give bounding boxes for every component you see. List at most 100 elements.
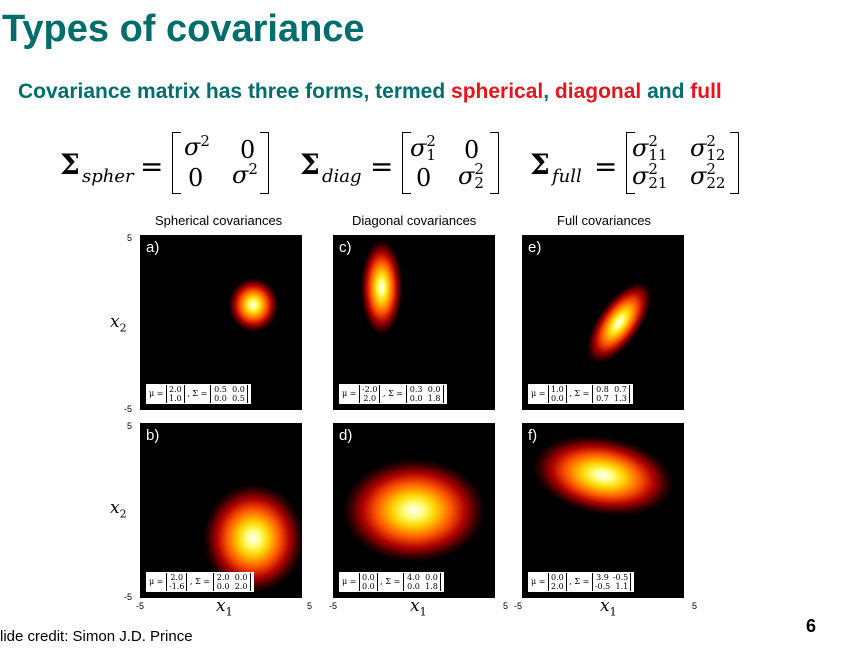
sigma-symbol: Σ = bbox=[574, 577, 592, 586]
gaussian-density bbox=[532, 435, 674, 516]
sigma-symbol: Σ = bbox=[192, 389, 210, 398]
sigma-row: 0.7 1.3 bbox=[595, 394, 627, 403]
sigma-symbol: Σ bbox=[530, 148, 550, 181]
sigma-row: 2.0 0.0 bbox=[216, 573, 248, 582]
sigma-symbol: Σ bbox=[60, 148, 80, 181]
sigma-value: 0.0 bbox=[216, 582, 230, 591]
sigma-value: 2.0 bbox=[234, 582, 248, 591]
sigma-value: 0.0 bbox=[234, 573, 248, 582]
sigma-matrix: 0.3 0.0 0.0 1.8 bbox=[405, 385, 444, 403]
x-tick-max-col1: 5 bbox=[307, 601, 313, 611]
sigma-matrix: 2.0 0.0 0.0 2.0 bbox=[212, 573, 251, 591]
page-number: 6 bbox=[806, 616, 817, 636]
sigma-matrix: 3.9 -0.5 -0.5 1.1 bbox=[591, 573, 632, 591]
matrix-cell-22: σ2 2 bbox=[458, 159, 484, 192]
sigma-matrix: 4.0 0.0 0.0 1.8 bbox=[402, 573, 441, 591]
sigma-symbol: Σ = bbox=[385, 577, 403, 586]
caption-separator: , bbox=[184, 389, 193, 398]
gaussian-plot bbox=[342, 458, 486, 563]
equals-sign: = bbox=[370, 150, 394, 183]
matrix-cell-11: σ2 11 bbox=[632, 131, 668, 164]
matrix-cell-12: 0 bbox=[464, 136, 480, 164]
sigma-value: 0.0 bbox=[409, 394, 423, 403]
mu-value: 1.0 bbox=[169, 394, 182, 403]
equation-full: Σ full = σ2 11 σ2 12 σ2 21 σ2 22 bbox=[530, 128, 745, 198]
equals-sign: = bbox=[594, 150, 618, 183]
slide-title: Types of covariance bbox=[2, 8, 365, 50]
matrix-right-bracket bbox=[260, 132, 269, 194]
sigma-value: 2.0 bbox=[216, 573, 230, 582]
mu-value: 2.0 bbox=[363, 394, 377, 403]
sigma-value: 0.3 bbox=[409, 385, 423, 394]
slide-subtitle: Covariance matrix has three forms, terme… bbox=[18, 80, 722, 104]
sigma-value: 0.7 bbox=[614, 385, 627, 394]
sigma-value: 0.0 bbox=[214, 394, 227, 403]
sigma-symbol: Σ bbox=[300, 148, 320, 181]
matrix-cell-21: 0 bbox=[188, 164, 204, 192]
mu-symbol: μ = bbox=[342, 577, 359, 586]
caption-separator: , bbox=[566, 389, 575, 398]
matrix-cell-22: σ2 22 bbox=[690, 159, 726, 192]
sigma-value: 1.1 bbox=[615, 582, 629, 591]
mu-value: 0.0 bbox=[551, 573, 564, 582]
column-title-full: Full covariances bbox=[557, 213, 651, 228]
sigma-value: 4.0 bbox=[407, 573, 420, 582]
sigma-row: 0.3 0.0 bbox=[409, 385, 441, 394]
gaussian-density bbox=[360, 239, 403, 336]
sigma-row: 0.5 0.0 bbox=[213, 385, 245, 394]
gaussian-density bbox=[228, 277, 279, 333]
matrix-left-bracket bbox=[402, 132, 411, 194]
subtitle-sep-2: and bbox=[641, 80, 691, 103]
matrix-cell-22: σ2 bbox=[232, 160, 258, 189]
gaussian-plot bbox=[586, 281, 652, 364]
sigma-value: 0.0 bbox=[407, 582, 420, 591]
mu-value: -2.0 bbox=[362, 385, 378, 394]
gaussian-plot bbox=[360, 239, 403, 336]
x-axis-label-col1: x1 bbox=[216, 596, 233, 619]
mu-vector: 1.0 0.0 bbox=[548, 385, 567, 403]
mu-vector: -2.0 2.0 bbox=[359, 385, 381, 403]
sigma-row: 3.9 -0.5 bbox=[595, 573, 628, 582]
x-axis-label-col3: x1 bbox=[600, 596, 617, 619]
mu-value: -1.6 bbox=[169, 582, 185, 591]
mu-symbol: μ = bbox=[149, 577, 166, 586]
matrix-cell-11: σ2 1 bbox=[410, 131, 436, 164]
gaussian-plot bbox=[228, 277, 279, 333]
mu-symbol: μ = bbox=[149, 389, 166, 398]
panel-label: f) bbox=[528, 427, 538, 444]
mu-symbol: μ = bbox=[342, 389, 359, 398]
subtitle-diagonal: diagonal bbox=[554, 80, 642, 103]
gaussian-density bbox=[586, 281, 652, 364]
mu-vector: 2.0 -1.6 bbox=[166, 573, 188, 591]
y-axis-label-top: x2 bbox=[110, 312, 127, 335]
sigma-symbol: Σ = bbox=[574, 389, 592, 398]
sigma-value: 1.3 bbox=[614, 394, 627, 403]
mu-symbol: μ = bbox=[531, 389, 548, 398]
matrix-cell-21: σ2 21 bbox=[632, 159, 668, 192]
mu-value: 1.0 bbox=[551, 385, 564, 394]
subtitle-spherical: spherical bbox=[451, 80, 544, 103]
sigma-subscript: diag bbox=[322, 166, 362, 187]
panel-caption: μ = 0.0 2.0 , Σ = 3.9 -0.5 -0.5 1.1 bbox=[528, 572, 635, 592]
sigma-symbol: Σ = bbox=[195, 577, 213, 586]
matrix-cell-21: 0 bbox=[416, 164, 432, 192]
panel-caption: μ = 2.0 1.0 , Σ = 0.5 0.0 0.0 0.5 bbox=[146, 384, 251, 404]
sigma-row: 0.0 0.5 bbox=[213, 394, 245, 403]
mu-vector: 0.0 2.0 bbox=[548, 573, 567, 591]
matrix-cell-12: σ2 12 bbox=[690, 131, 726, 164]
sigma-value: 1.8 bbox=[425, 582, 438, 591]
mu-value: 0.0 bbox=[362, 582, 375, 591]
panel-caption: μ = 2.0 -1.6 , Σ = 2.0 0.0 0.0 2.0 bbox=[146, 572, 254, 592]
x-tick-min-col2: -5 bbox=[329, 601, 338, 611]
panel-b: b) μ = 2.0 -1.6 , Σ = 2.0 0.0 0.0 2.0 bbox=[140, 423, 302, 598]
mu-symbol: μ = bbox=[531, 577, 548, 586]
gaussian-density bbox=[203, 484, 302, 593]
sigma-value: -0.5 bbox=[612, 573, 629, 582]
matrix-left-bracket bbox=[626, 132, 635, 194]
sigma-row: 0.0 1.8 bbox=[409, 394, 441, 403]
panel-caption: μ = 0.0 0.0 , Σ = 4.0 0.0 0.0 1.8 bbox=[339, 572, 444, 592]
panel-f: f) μ = 0.0 2.0 , Σ = 3.9 -0.5 -0.5 1.1 bbox=[522, 423, 684, 598]
sigma-value: 0.5 bbox=[232, 394, 245, 403]
matrix-cell-11: σ2 bbox=[184, 132, 210, 161]
caption-separator: , bbox=[380, 389, 389, 398]
